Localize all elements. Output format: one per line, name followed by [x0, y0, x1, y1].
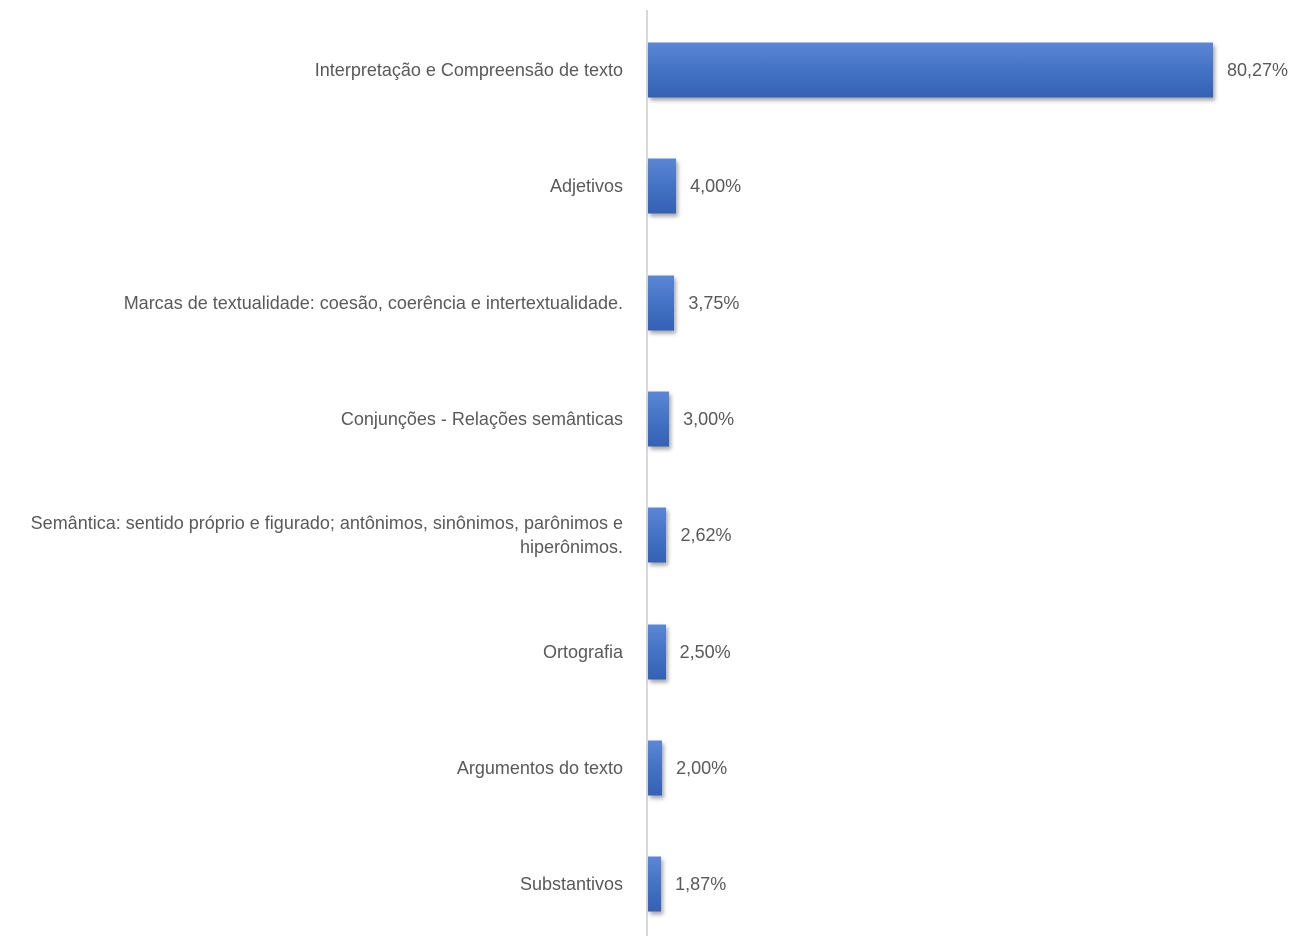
bar [648, 507, 667, 563]
category-label: Argumentos do texto [456, 757, 623, 778]
bar [648, 391, 670, 447]
bar [648, 856, 662, 912]
category-label: Substantivos [519, 874, 623, 895]
category-label: Ortografia [542, 641, 623, 662]
category-label: Adjetivos [549, 176, 623, 197]
value-label: 1,87% [675, 874, 727, 895]
value-label: 2,50% [679, 641, 731, 662]
bar [648, 624, 666, 679]
axis-line [646, 10, 648, 936]
value-label: 80,27% [1227, 60, 1289, 80]
value-label: 2,62% [680, 525, 732, 546]
category-label: Interpretação e Compreensão de texto [314, 60, 623, 80]
category-label: Marcas de textualidade: coesão, coerênci… [123, 292, 623, 313]
bar [648, 275, 675, 331]
bar [648, 740, 663, 796]
bar [648, 158, 677, 214]
category-label: Semântica: sentido próprio e figurado; a… [30, 513, 623, 558]
category-label: Conjunções - Relações semânticas [340, 408, 623, 429]
value-label: 2,00% [676, 757, 728, 778]
bar [648, 42, 1213, 98]
value-label: 4,00% [690, 176, 742, 197]
value-label: 3,00% [683, 408, 735, 429]
value-label: 3,75% [688, 292, 740, 313]
